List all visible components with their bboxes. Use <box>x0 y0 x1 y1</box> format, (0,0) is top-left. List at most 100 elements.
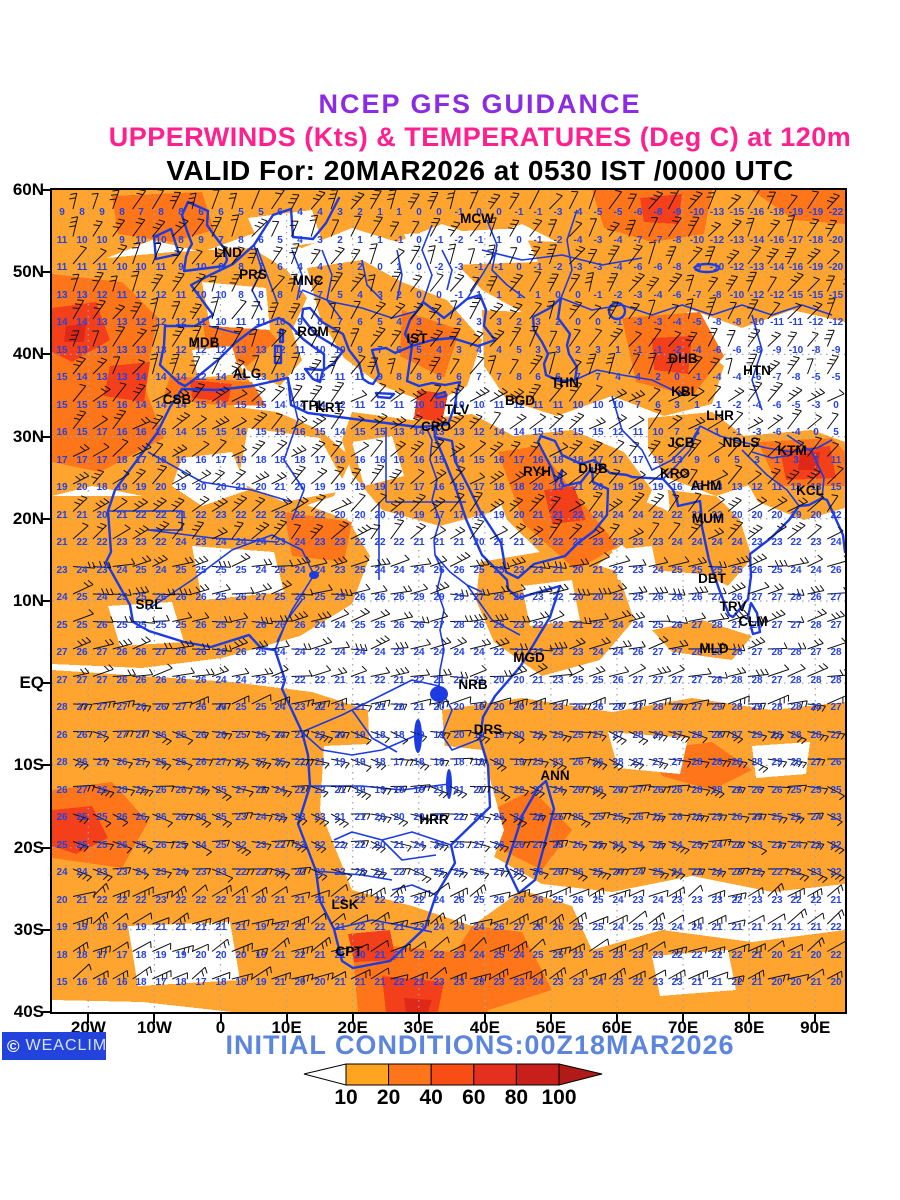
svg-text:15: 15 <box>215 427 227 438</box>
svg-text:9: 9 <box>694 455 700 466</box>
svg-text:2: 2 <box>357 207 363 218</box>
svg-text:11: 11 <box>334 372 345 383</box>
svg-text:23: 23 <box>513 565 525 576</box>
svg-text:7: 7 <box>476 372 482 383</box>
svg-text:28: 28 <box>711 785 723 796</box>
svg-text:-9: -9 <box>772 345 781 356</box>
svg-text:22: 22 <box>433 950 445 961</box>
svg-text:25: 25 <box>135 565 147 576</box>
svg-text:22: 22 <box>96 895 108 906</box>
svg-text:29: 29 <box>413 592 425 603</box>
svg-text:23: 23 <box>691 895 703 906</box>
svg-text:23: 23 <box>612 977 624 988</box>
svg-text:18: 18 <box>294 455 306 466</box>
svg-text:23: 23 <box>493 977 505 988</box>
svg-text:26: 26 <box>413 620 425 631</box>
city-label-BGD: BGD <box>505 393 535 408</box>
svg-text:22: 22 <box>374 895 386 906</box>
svg-text:8: 8 <box>277 290 283 301</box>
svg-text:25: 25 <box>274 592 286 603</box>
svg-text:24: 24 <box>116 565 128 576</box>
svg-text:23: 23 <box>552 757 564 768</box>
svg-text:24: 24 <box>294 647 306 658</box>
svg-text:-2: -2 <box>454 235 463 246</box>
svg-text:15: 15 <box>56 977 68 988</box>
svg-text:21: 21 <box>453 675 465 686</box>
svg-text:22: 22 <box>532 647 544 658</box>
chart-titles: NCEP GFS GUIDANCE UPPERWINDS (Kts) & TEM… <box>60 88 900 188</box>
svg-text:15: 15 <box>433 455 445 466</box>
city-label-ROM: ROM <box>297 324 329 339</box>
svg-text:22: 22 <box>513 785 525 796</box>
lon-label-60E: 60E <box>601 1018 633 1037</box>
svg-text:24: 24 <box>413 840 425 851</box>
svg-text:22: 22 <box>215 895 227 906</box>
svg-text:16: 16 <box>116 400 128 411</box>
svg-text:20: 20 <box>493 675 505 686</box>
svg-text:16: 16 <box>374 455 386 466</box>
svg-text:4: 4 <box>635 372 641 383</box>
svg-text:6: 6 <box>655 400 661 411</box>
svg-text:21: 21 <box>433 675 445 686</box>
svg-text:20: 20 <box>354 510 366 521</box>
svg-text:14: 14 <box>453 455 465 466</box>
svg-text:27: 27 <box>711 592 723 603</box>
svg-text:27: 27 <box>155 647 167 658</box>
lon-tick <box>351 1014 354 1023</box>
svg-text:5: 5 <box>337 290 343 301</box>
svg-text:11: 11 <box>195 317 206 328</box>
svg-text:25: 25 <box>175 757 187 768</box>
svg-text:14: 14 <box>274 400 286 411</box>
svg-text:23: 23 <box>552 702 564 713</box>
svg-text:25: 25 <box>96 812 108 823</box>
svg-text:1: 1 <box>496 235 502 246</box>
svg-text:21: 21 <box>334 922 346 933</box>
svg-text:12: 12 <box>135 317 147 328</box>
svg-text:28: 28 <box>691 647 703 658</box>
svg-text:2: 2 <box>575 345 581 356</box>
svg-text:28: 28 <box>751 757 763 768</box>
svg-text:-3: -3 <box>811 400 820 411</box>
svg-text:21: 21 <box>334 702 346 713</box>
svg-text:26: 26 <box>671 812 683 823</box>
svg-text:15: 15 <box>56 372 68 383</box>
svg-text:21: 21 <box>354 702 366 713</box>
svg-text:14: 14 <box>513 427 525 438</box>
svg-text:24: 24 <box>255 537 267 548</box>
svg-text:28: 28 <box>731 675 743 686</box>
svg-text:20: 20 <box>453 702 465 713</box>
svg-text:24: 24 <box>612 895 624 906</box>
svg-text:19: 19 <box>473 730 485 741</box>
svg-text:23: 23 <box>612 537 624 548</box>
svg-text:22: 22 <box>790 867 802 878</box>
svg-text:26: 26 <box>493 922 505 933</box>
svg-text:20: 20 <box>56 895 68 906</box>
svg-text:21: 21 <box>493 537 505 548</box>
svg-text:17: 17 <box>56 455 68 466</box>
svg-text:28: 28 <box>632 730 644 741</box>
svg-text:17: 17 <box>155 977 167 988</box>
svg-text:15: 15 <box>374 427 386 438</box>
svg-text:3: 3 <box>535 345 541 356</box>
svg-text:27: 27 <box>652 647 664 658</box>
svg-text:26: 26 <box>215 702 227 713</box>
svg-text:23: 23 <box>433 977 445 988</box>
svg-text:22: 22 <box>711 950 723 961</box>
wind-speed-colorbar <box>303 1063 603 1086</box>
lat-label-60N: 60N <box>12 180 44 199</box>
city-label-DHB: DHB <box>668 351 697 366</box>
svg-text:25: 25 <box>374 620 386 631</box>
svg-text:24: 24 <box>215 675 227 686</box>
svg-text:17: 17 <box>393 482 405 493</box>
svg-text:24: 24 <box>632 867 644 878</box>
svg-text:11: 11 <box>56 262 67 273</box>
lat-tick <box>42 435 51 438</box>
svg-text:7: 7 <box>218 235 224 246</box>
svg-text:-16: -16 <box>788 262 803 273</box>
svg-text:7: 7 <box>337 317 343 328</box>
svg-text:13: 13 <box>56 290 68 301</box>
svg-text:24: 24 <box>652 895 664 906</box>
svg-text:2: 2 <box>555 317 561 328</box>
svg-text:25: 25 <box>175 730 187 741</box>
svg-text:26: 26 <box>255 620 267 631</box>
